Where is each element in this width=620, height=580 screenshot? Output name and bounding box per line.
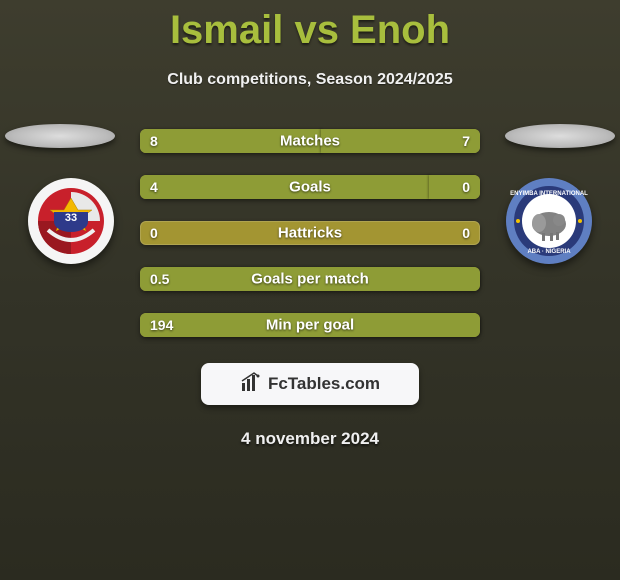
page-title: Ismail vs Enoh [0,0,620,53]
stat-label: Matches [140,133,480,150]
player-avatar-right [505,124,615,148]
stat-value-right: 0 [462,179,470,195]
brand-label: FcTables.com [268,374,380,394]
club-badge-left: 33 [28,178,114,264]
stat-value-right: 7 [462,133,470,149]
player-avatar-left [5,124,115,148]
stat-value-left: 194 [150,317,173,333]
svg-text:33: 33 [65,212,77,224]
stat-value-right: 0 [462,225,470,241]
stat-value-left: 4 [150,179,158,195]
svg-text:ABA · NIGERIA: ABA · NIGERIA [527,249,571,255]
stat-label: Goals per match [140,271,480,288]
stat-row: Hattricks0 0 [140,221,480,245]
stat-row: Min per goal194 [140,313,480,337]
date-label: 4 november 2024 [0,429,620,449]
stat-row: Goals per match0.5 [140,267,480,291]
stat-value-left: 0 [150,225,158,241]
svg-text:ENYIMBA INTERNATIONAL: ENYIMBA INTERNATIONAL [510,191,588,197]
stat-value-left: 8 [150,133,158,149]
stat-row: Matches8 7 [140,129,480,153]
brand-footer: FcTables.com [201,363,419,405]
club-badge-right: ENYIMBA INTERNATIONAL ABA · NIGERIA [506,178,592,264]
stat-row: Goals4 0 [140,175,480,199]
stat-label: Hattricks [140,225,480,242]
chart-icon [240,371,262,398]
stat-label: Goals [140,179,480,196]
stat-label: Min per goal [140,317,480,334]
subtitle: Club competitions, Season 2024/2025 [0,71,620,89]
stat-value-left: 0.5 [150,271,169,287]
